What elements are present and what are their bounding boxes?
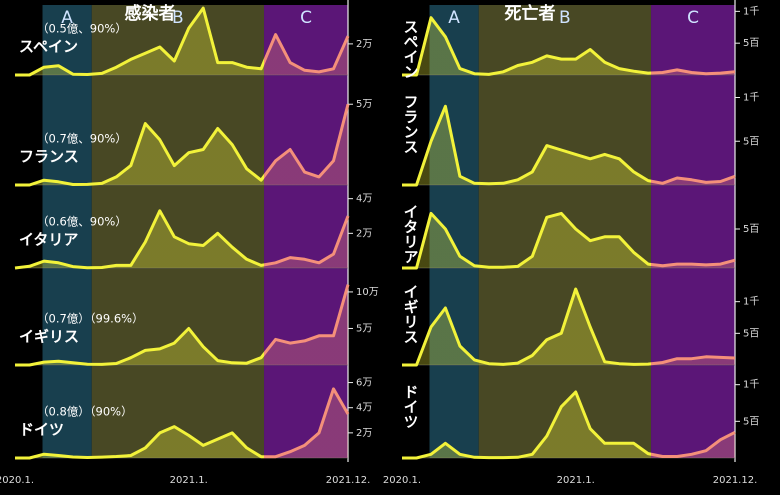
area [15,8,348,76]
y-tick-label: 6万 [356,378,372,389]
y-tick-label: 5百 [743,415,759,427]
y-tick-label: 1千 [743,296,759,308]
note: （0.6億、90%） [37,215,127,229]
region-label: A [61,8,73,28]
column-title: 死亡者 [505,3,556,24]
note: （0.7億、90%） [37,132,127,146]
country-name: ドイツ [402,384,420,429]
y-tick-label: 5百 [743,327,759,339]
column-title: 感染者 [125,3,176,24]
country-name: ドイツ [19,421,64,439]
y-tick-label: 2万 [356,228,372,239]
region-label: C [300,8,312,28]
region-band [651,5,735,458]
note: （0.7億）（99.6%） [37,312,144,326]
line [402,390,736,460]
area [402,392,735,458]
region-band [264,5,348,458]
line [15,284,350,367]
region-label: B [559,8,571,28]
y-tick-label: 10万 [356,287,379,298]
country-name: スペイン [19,38,78,56]
line [402,287,736,367]
y-tick-label: 5万 [356,99,372,110]
country-name: イギリス [19,328,79,346]
country-name: フランス [19,148,79,166]
area [402,106,735,185]
y-tick-label: 5万 [356,323,372,334]
line [15,103,350,187]
y-tick-label: 2万 [356,39,372,50]
region-band [42,5,92,458]
country-name: イタリア [19,231,78,249]
region-band [91,5,265,458]
y-tick-label: 4万 [356,403,372,414]
x-tick-label: 2021.1. [557,475,595,486]
line [15,387,350,460]
note: （0.5億、90%） [37,22,127,36]
area [15,388,348,458]
y-tick-label: 5百 [743,223,759,235]
line [15,6,350,77]
line [402,211,736,270]
line [402,104,736,187]
x-tick-label: 2021.1. [170,475,208,486]
x-tick-label: 2020.1. [383,475,421,486]
x-tick-label: 2021.12. [713,475,758,486]
country-name: スペイン [402,19,420,79]
y-tick-label: 1千 [743,379,759,391]
y-tick-label: 1千 [743,5,759,17]
x-tick-label: 2021.12. [326,475,371,486]
y-tick-label: 1千 [743,92,759,104]
note: （0.8億）（90%） [37,405,133,419]
region-label: A [448,8,460,28]
country-name: イタリア [402,204,420,264]
area [402,213,735,268]
y-tick-label: 5百 [743,135,759,147]
region-label: C [687,8,699,28]
y-tick-label: 4万 [356,194,372,205]
region-label: B [172,8,184,28]
line [14,209,350,270]
line [402,16,736,77]
country-name: イギリス [402,284,420,344]
area [402,289,735,365]
country-name: フランス [402,94,420,154]
y-tick-label: 5百 [743,37,759,49]
x-tick-label: 2020.1. [0,475,34,486]
y-tick-label: 2万 [356,428,372,439]
area [15,284,348,365]
